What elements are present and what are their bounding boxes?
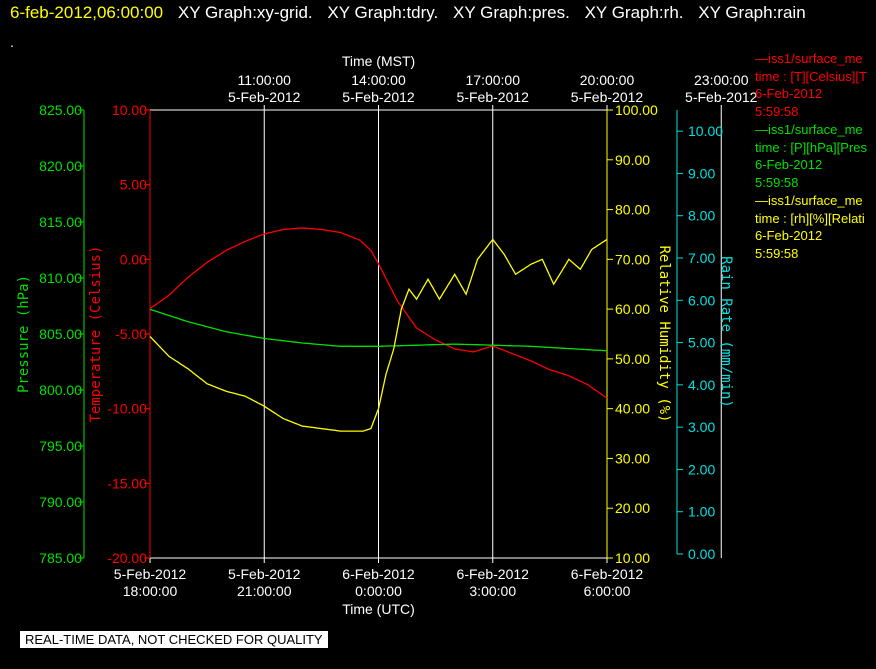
rh-tick-label: 100.00 [615, 102, 658, 118]
pressure-tick-label: 810.00 [39, 270, 82, 286]
bottom-tick-label: 21:00:00 [237, 583, 292, 599]
top-axis-title: Time (MST) [342, 53, 415, 69]
rain-tick-label: 1.00 [688, 504, 715, 520]
title-bar: 6-feb-2012,06:00:00 XY Graph:xy-grid. XY… [10, 3, 806, 23]
top-tick-label: 20:00:00 [580, 72, 635, 88]
temperature-tick-label: -20.00 [107, 550, 147, 566]
legend-item-temperature[interactable]: —iss1/surface_me time : [T][Celsius][T 6… [755, 50, 876, 120]
rain-tick-label: 6.00 [688, 292, 715, 308]
temperature-tick-label: -15.00 [107, 475, 147, 491]
bottom-tick-label: 18:00:00 [123, 583, 178, 599]
top-tick-label: 5-Feb-2012 [457, 89, 530, 105]
bottom-tick-label: 3:00:00 [469, 583, 516, 599]
legend-time: 5:59:58 [755, 245, 799, 261]
top-tick-label: 23:00:00 [694, 72, 749, 88]
temperature-tick-label: 10.00 [112, 102, 147, 118]
tab-rain[interactable]: XY Graph:rain [698, 3, 806, 22]
rh-tick-label: 20.00 [615, 500, 650, 516]
bottom-tick-label: 0:00:00 [355, 583, 402, 599]
rain-tick-label: 7.00 [688, 250, 715, 266]
pressure-tick-label: 805.00 [39, 326, 82, 342]
pressure-tick-label: 795.00 [39, 438, 82, 454]
rain-tick-label: 4.00 [688, 377, 715, 393]
rh-axis-title: Relative Humidity (%) [656, 245, 672, 422]
rain-tick-label: 8.00 [688, 208, 715, 224]
pressure-tick-label: 785.00 [39, 550, 82, 566]
rh-tick-label: 70.00 [615, 251, 650, 267]
legend-source: —iss1/surface_me [755, 193, 863, 208]
top-tick-label: 5-Feb-2012 [228, 89, 301, 105]
pressure-tick-label: 820.00 [39, 158, 82, 174]
top-tick-label: 11:00:00 [238, 72, 292, 88]
rh-tick-label: 60.00 [615, 301, 650, 317]
legend-item-pressure[interactable]: —iss1/surface_me time : [P][hPa][Pres 6-… [755, 121, 876, 191]
legend-source: —iss1/surface_me [755, 51, 863, 66]
bottom-tick-label: 5-Feb-2012 [114, 566, 187, 582]
bottom-tick-label: 6-Feb-2012 [571, 566, 644, 582]
rh-tick-label: 50.00 [615, 351, 650, 367]
rh-tick-label: 80.00 [615, 202, 650, 218]
bottom-tick-label: 5-Feb-2012 [228, 566, 301, 582]
rh-tick-label: 40.00 [615, 401, 650, 417]
pressure-tick-label: 825.00 [39, 102, 82, 118]
rain-tick-label: 10.00 [688, 123, 723, 139]
legend: —iss1/surface_me time : [T][Celsius][T 6… [755, 50, 876, 263]
date-time-label: 6-feb-2012,06:00:00 [10, 3, 164, 22]
dot-mark: . [10, 34, 14, 50]
legend-variable: time : [P][hPa][Pres [755, 139, 867, 155]
tab-pres[interactable]: XY Graph:pres. [453, 3, 570, 22]
legend-time: 5:59:58 [755, 103, 799, 119]
rain-tick-label: 5.00 [688, 335, 715, 351]
top-tick-label: 5-Feb-2012 [571, 89, 644, 105]
quality-notice: REAL-TIME DATA, NOT CHECKED FOR QUALITY [20, 631, 328, 648]
rain-tick-label: 3.00 [688, 419, 715, 435]
legend-date: 6-Feb-2012 [755, 86, 823, 101]
top-tick-label: 5-Feb-2012 [685, 89, 758, 105]
legend-date: 6-Feb-2012 [755, 157, 823, 172]
bottom-tick-label: 6-Feb-2012 [342, 566, 415, 582]
rh-tick-label: 90.00 [615, 152, 650, 168]
pressure-series-line [149, 308, 608, 352]
legend-item-rh[interactable]: —iss1/surface_me time : [rh][%][Relati 6… [755, 192, 876, 262]
temperature-series-line [149, 227, 608, 399]
tab-xy-grid[interactable]: XY Graph:xy-grid. [177, 3, 313, 22]
rain-tick-label: 9.00 [688, 165, 715, 181]
legend-time: 5:59:58 [755, 174, 799, 190]
temperature-tick-label: 5.00 [120, 177, 147, 193]
rain-tick-label: 2.00 [688, 461, 715, 477]
rh-series-line [149, 238, 608, 432]
rh-tick-label: 10.00 [615, 550, 650, 566]
temperature-tick-label: -5.00 [115, 326, 147, 342]
top-tick-label: 14:00:00 [351, 72, 406, 88]
pressure-tick-label: 815.00 [39, 214, 82, 230]
rh-tick-label: 30.00 [615, 450, 650, 466]
bottom-tick-label: 6-Feb-2012 [457, 566, 530, 582]
legend-variable: time : [rh][%][Relati [755, 210, 865, 226]
temperature-tick-label: 0.00 [120, 251, 147, 267]
top-tick-label: 17:00:00 [466, 72, 521, 88]
pressure-tick-label: 790.00 [39, 494, 82, 510]
temperature-tick-label: -10.00 [107, 401, 147, 417]
tab-tdry[interactable]: XY Graph:tdry. [327, 3, 439, 22]
bottom-tick-label: 6:00:00 [584, 583, 631, 599]
bottom-axis-title: Time (UTC) [342, 601, 415, 617]
pressure-axis-title: Pressure (hPa) [16, 275, 32, 393]
pressure-tick-label: 800.00 [39, 382, 82, 398]
legend-variable: time : [T][Celsius][T [755, 68, 867, 84]
rain-tick-label: 0.00 [688, 546, 715, 562]
rain-axis-title: Rain Rate (mm/min) [718, 256, 734, 408]
top-tick-label: 5-Feb-2012 [342, 89, 415, 105]
legend-source: —iss1/surface_me [755, 122, 863, 137]
temperature-axis-title: Temperature (Celsius) [88, 245, 104, 422]
legend-date: 6-Feb-2012 [755, 228, 823, 243]
tab-rh[interactable]: XY Graph:rh. [584, 3, 684, 22]
